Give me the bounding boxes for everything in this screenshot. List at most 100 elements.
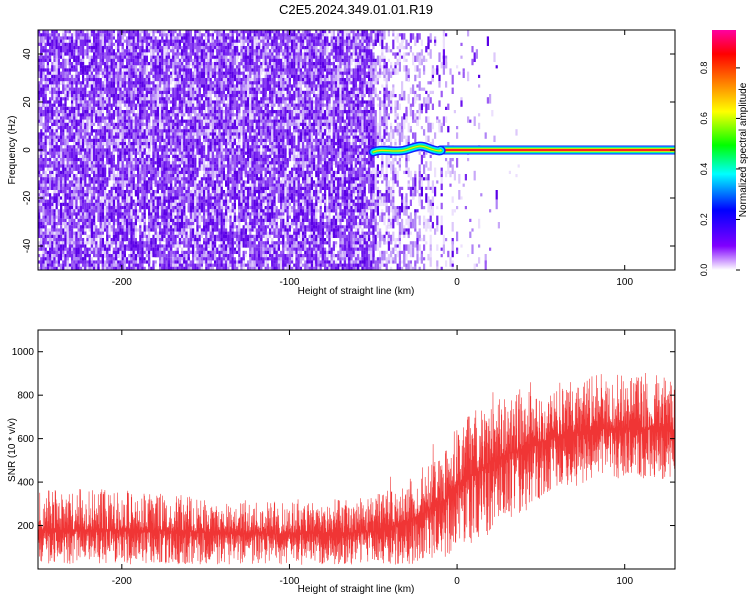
heatmap-cell — [165, 170, 168, 181]
heatmap-cell — [196, 87, 199, 91]
heatmap-cell — [163, 263, 166, 270]
heatmap-cell — [73, 244, 76, 248]
heatmap-cell — [167, 49, 170, 53]
heatmap-cell — [104, 106, 107, 110]
heatmap-cell — [161, 126, 164, 130]
heatmap-cell — [203, 180, 206, 187]
heatmap-cell — [68, 250, 71, 258]
heatmap-cell — [38, 97, 41, 104]
heatmap-cell — [218, 42, 221, 46]
heatmap-cell — [207, 161, 210, 171]
heatmap-cell — [150, 106, 153, 117]
heatmap-cell — [64, 74, 67, 78]
heatmap-cell — [218, 110, 221, 114]
heatmap-cell — [104, 100, 107, 104]
heatmap-cell — [141, 241, 144, 245]
heatmap-cell — [121, 234, 124, 238]
heatmap-cell — [62, 87, 65, 94]
heatmap-cell — [51, 209, 54, 216]
heatmap-cell — [49, 196, 52, 200]
heatmap-cell — [117, 225, 120, 229]
heatmap-cell — [161, 257, 164, 267]
heatmap-cell — [71, 196, 74, 206]
heatmap-cell — [57, 106, 60, 110]
heatmap-cell — [156, 62, 159, 66]
heatmap-cell — [51, 260, 54, 267]
heatmap-cell — [181, 39, 184, 43]
heatmap-cell — [178, 215, 181, 219]
heatmap-cell — [38, 228, 41, 238]
heatmap-cell — [82, 209, 85, 213]
heatmap-cell — [62, 126, 65, 130]
heatmap-cell — [167, 36, 170, 40]
heatmap-cell — [174, 270, 176, 276]
heatmap-cell — [187, 145, 190, 155]
heatmap-cell — [60, 196, 63, 200]
heatmap-cell — [53, 110, 56, 117]
heatmap-cell — [71, 135, 74, 142]
heatmap-cell — [167, 212, 170, 222]
heatmap-cell — [196, 190, 199, 197]
heatmap-cell — [106, 266, 109, 270]
heatmap-cell — [68, 151, 71, 162]
heatmap-cell — [222, 78, 225, 82]
heatmap-cell — [134, 231, 137, 235]
heatmap-cell — [119, 250, 122, 261]
heatmap-cell — [68, 238, 71, 242]
heatmap-cell — [161, 254, 164, 258]
heatmap-cell — [170, 122, 173, 133]
heatmap-cell — [183, 81, 186, 88]
heatmap-cell — [198, 196, 201, 200]
heatmap-cell — [64, 135, 67, 139]
heatmap-cell — [183, 71, 186, 82]
heatmap-cell — [178, 71, 181, 75]
heatmap-cell — [185, 65, 188, 72]
heatmap-cell — [134, 87, 137, 91]
heatmap-cell — [154, 116, 157, 120]
heatmap-cell — [207, 78, 210, 82]
heatmap-cell — [167, 65, 170, 72]
heatmap-cell — [82, 174, 85, 184]
heatmap-cell — [159, 122, 162, 133]
heatmap-cell — [68, 116, 71, 120]
heatmap-cell — [218, 170, 221, 174]
heatmap-cell — [132, 71, 135, 75]
heatmap-cell — [66, 58, 69, 66]
heatmap-cell — [141, 270, 143, 280]
heatmap-cell — [207, 206, 210, 210]
heatmap-cell — [68, 84, 71, 88]
heatmap-cell — [93, 209, 96, 219]
heatmap-cell — [73, 106, 76, 114]
heatmap-cell — [134, 129, 137, 133]
heatmap-cell — [128, 206, 131, 213]
heatmap-cell — [130, 55, 133, 59]
heatmap-cell — [82, 228, 85, 232]
heatmap-cell — [117, 199, 120, 203]
heatmap-cell — [49, 90, 52, 94]
heatmap-cell — [220, 154, 223, 158]
heatmap-cell — [205, 257, 208, 264]
heatmap-cell — [178, 135, 181, 139]
heatmap-cell — [84, 97, 87, 101]
heatmap-cell — [137, 218, 140, 222]
heatmap-cell — [203, 196, 206, 200]
heatmap-cell — [187, 266, 190, 270]
heatmap-cell — [128, 247, 131, 251]
heatmap-cell — [159, 266, 162, 270]
heatmap-cell — [66, 250, 69, 254]
heatmap-cell — [88, 74, 91, 78]
heatmap-cell — [49, 238, 52, 248]
heatmap-cell — [154, 68, 157, 75]
heatmap-cell — [161, 234, 164, 238]
heatmap-cell — [143, 266, 146, 270]
heatmap-cell — [73, 183, 76, 187]
heatmap-cell — [172, 135, 175, 139]
heatmap-cell — [134, 212, 137, 216]
heatmap-cell — [167, 58, 170, 69]
heatmap-cell — [115, 46, 118, 50]
heatmap-cell — [119, 260, 122, 264]
heatmap-cell — [174, 148, 177, 155]
heatmap-cell — [119, 170, 122, 174]
heatmap-cell — [143, 148, 146, 155]
heatmap-cell — [174, 30, 177, 34]
